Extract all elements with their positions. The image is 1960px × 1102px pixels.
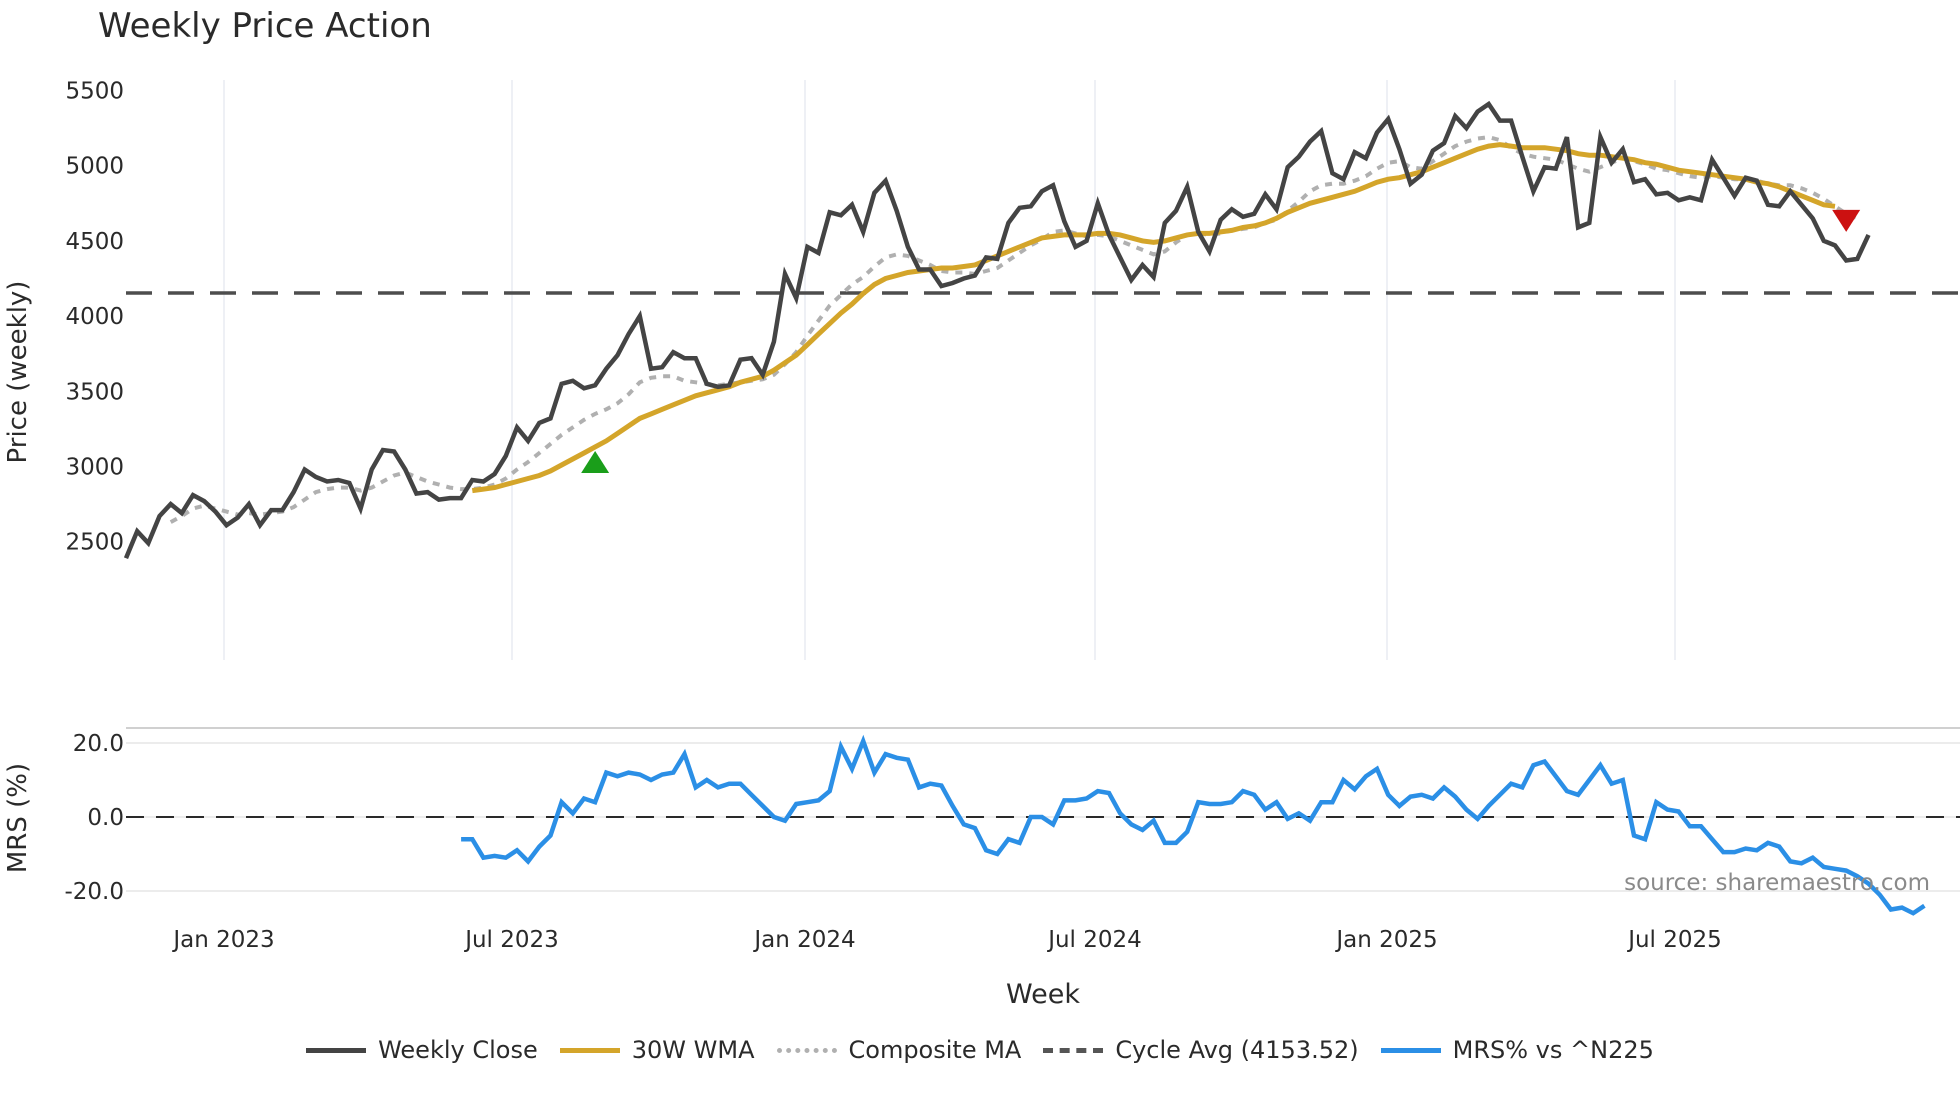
y-tick-label: 4000 [65,304,124,330]
buy-signal-icon [581,450,610,473]
x-axis-label: Week [1006,979,1080,1010]
y-tick-label: 5500 [65,79,124,105]
chart-title: Weekly Price Action [98,6,432,46]
legend-swatch-icon [1043,1047,1104,1053]
x-tick-label: Jan 2025 [1334,927,1437,953]
x-tick-label: Jan 2024 [752,927,855,953]
x-axis-ticks: Jan 2023 Jul 2023 Jan 2024 Jul 2024 Jan 2025… [171,927,1721,953]
legend-label: Composite MA [848,1036,1022,1064]
y-tick-label: 0.0 [87,805,124,831]
legend-item: Weekly Close [306,1036,538,1064]
legend-label: 30W WMA [631,1036,755,1064]
legend-item: Cycle Avg (4153.52) [1043,1036,1359,1064]
legend-swatch-icon [1380,1047,1441,1053]
legend-label: Weekly Close [378,1036,538,1064]
legend-item: 30W WMA [559,1036,755,1064]
x-tick-label: Jul 2023 [463,927,559,953]
y-tick-label: 3500 [65,379,124,405]
y-tick-label: 20.0 [73,731,124,757]
y-axis-label-price: Price (weekly) [3,281,33,464]
legend-item: MRS% vs ^N225 [1380,1036,1654,1064]
legend-item: Composite MA [776,1036,1022,1064]
sell-signal-icon [1832,209,1861,232]
legend-label: Cycle Avg (4153.52) [1115,1036,1359,1064]
y-tick-label: 3000 [65,455,124,481]
legend-swatch-icon [559,1047,620,1053]
grid-lines [126,80,1960,892]
legend-swatch-icon [306,1047,367,1053]
y-axis-ticks: 2500 3000 3500 4000 4500 5000 5500 -20.0 0.0 20.0 [64,79,124,906]
y-axis-label-mrs: MRS (%) [3,763,33,873]
source-label: source: sharemaestro.com [1624,870,1930,896]
legend-label: MRS% vs ^N225 [1452,1036,1654,1064]
legend: Weekly Close 30W WMA Composite MA Cycle Avg… [0,1036,1960,1064]
composite-ma-line [169,135,1859,524]
x-tick-label: Jan 2023 [171,927,274,953]
mrs-line [461,734,1926,916]
x-tick-label: Jul 2025 [1626,927,1722,953]
y-tick-label: 4500 [65,229,124,255]
legend-swatch-icon [776,1047,837,1053]
wma-30w-line [471,142,1836,494]
y-tick-label: -20.0 [64,879,124,905]
weekly-close-line [123,100,1871,560]
y-tick-label: 2500 [65,530,124,556]
y-tick-label: 5000 [65,154,124,180]
x-tick-label: Jul 2024 [1046,927,1142,953]
